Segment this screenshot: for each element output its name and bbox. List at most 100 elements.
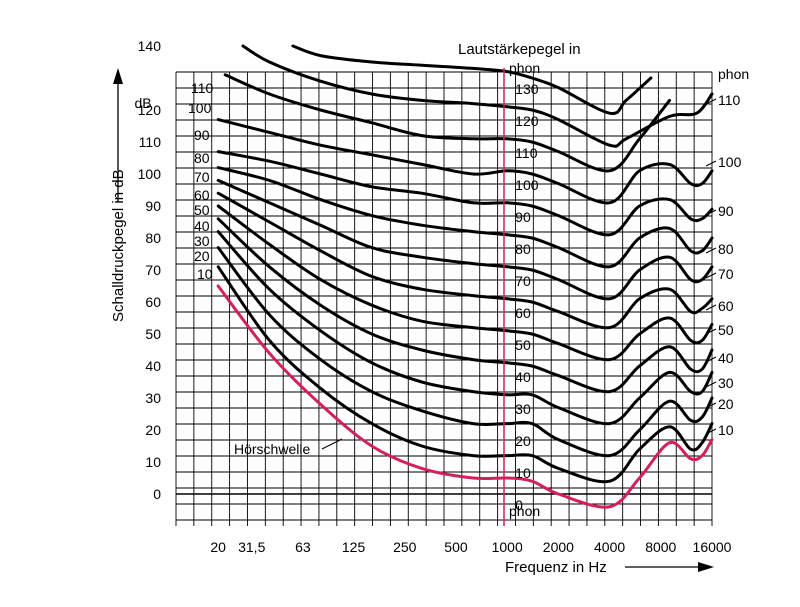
phon-label-left: 80 xyxy=(194,150,210,166)
loudness-curve-30-phon xyxy=(216,230,714,426)
y-tick-label: 80 xyxy=(145,230,161,246)
phon-label-left: 110 xyxy=(191,80,214,96)
y-tick-label: 70 xyxy=(145,262,161,278)
chart-grid xyxy=(175,71,713,526)
phon-label-left: 50 xyxy=(194,202,210,218)
phon-label-center: 50 xyxy=(515,337,531,353)
phon-label-leader xyxy=(705,381,717,388)
phon-label-right: 20 xyxy=(718,396,734,412)
phon-label-right: 50 xyxy=(718,322,734,338)
y-tick-label: 40 xyxy=(145,358,161,374)
phon-label-right: 90 xyxy=(718,203,734,219)
x-tick-label: 4000 xyxy=(594,539,625,555)
phon-label-right: 80 xyxy=(718,241,734,257)
phon-label-left: 30 xyxy=(194,233,210,249)
phon-label-leader xyxy=(705,160,717,167)
y-tick-label: 120 xyxy=(138,102,162,118)
phon-label-leader xyxy=(705,98,717,105)
x-tick-label: 31,5 xyxy=(238,539,265,555)
chart-series-group xyxy=(216,44,714,509)
x-tick-label: 63 xyxy=(295,539,311,555)
phon-label-center: 90 xyxy=(515,209,531,225)
phon-label-right: 60 xyxy=(718,298,734,314)
center-phon-unit-bottom: phon xyxy=(509,503,540,519)
phon-label-center: 70 xyxy=(515,273,531,289)
y-tick-label: 0 xyxy=(153,486,161,502)
y-tick-label: 10 xyxy=(145,454,161,470)
phon-label-left: 100 xyxy=(188,100,212,116)
phon-label-leader xyxy=(705,328,717,335)
y-unit-label: dB xyxy=(134,95,151,111)
phon-label-center: 20 xyxy=(515,433,531,449)
phon-label-leader xyxy=(705,356,717,363)
phon-label-leader xyxy=(705,209,717,216)
phon-label-leader xyxy=(705,304,717,311)
phon-labels: 1101009080706050403020101301201101009080… xyxy=(188,80,742,513)
x-tick-label: 8000 xyxy=(645,539,676,555)
x-tick-label: 20 xyxy=(210,539,226,555)
y-tick-label: 140 xyxy=(138,38,162,54)
phon-label-center: 0 xyxy=(515,497,523,513)
phon-label-center: 80 xyxy=(515,241,531,257)
x-tick-label: 1000 xyxy=(492,539,523,555)
phon-label-center: 60 xyxy=(515,305,531,321)
phon-label-left: 70 xyxy=(194,169,210,185)
x-tick-label: 250 xyxy=(393,539,417,555)
y-tick-label: 50 xyxy=(145,326,161,342)
y-tick-label: 60 xyxy=(145,294,161,310)
phon-label-left: 60 xyxy=(194,187,210,203)
y-tick-label: 110 xyxy=(139,134,162,150)
phon-label-left: 10 xyxy=(197,266,213,282)
phon-label-center: 30 xyxy=(515,401,531,417)
phon-label-center: 130 xyxy=(515,81,539,97)
phon-label-leader xyxy=(705,247,717,254)
y-tick-label: 90 xyxy=(145,198,161,214)
x-tick-label: 125 xyxy=(342,539,366,555)
x-tick-label: 16000 xyxy=(693,539,732,555)
phon-label-left: 20 xyxy=(194,248,210,264)
phon-label-right: 100 xyxy=(718,154,742,170)
threshold-label-leader xyxy=(321,438,343,450)
phon-label-center: 10 xyxy=(515,465,531,481)
center-phon-unit-top: phon xyxy=(509,60,540,76)
loudness-curve-100-phon xyxy=(216,118,714,205)
phon-label-right: 10 xyxy=(718,422,734,438)
phon-label-center: 120 xyxy=(515,113,539,129)
loudness-curve-40-phon xyxy=(216,217,714,394)
phon-label-center: 100 xyxy=(515,177,539,193)
loudness-curve-50-phon xyxy=(216,204,714,362)
right-phon-unit: phon xyxy=(718,66,749,82)
loudness-curve-70-phon xyxy=(216,178,714,301)
center-title: Lautstärkepegel in xyxy=(458,41,581,58)
phon-label-center: 40 xyxy=(515,369,531,385)
phon-label-left: 40 xyxy=(194,218,210,234)
phon-label-right: 30 xyxy=(718,375,734,391)
loudness-curve-20-phon xyxy=(216,246,714,458)
y-tick-label: 20 xyxy=(145,422,161,438)
phon-label-left: 90 xyxy=(194,127,210,143)
x-axis-title: Frequenz in Hz xyxy=(505,559,607,576)
loudness-curve-90-phon xyxy=(216,150,714,237)
y-tick-label: 30 xyxy=(145,390,161,406)
phon-label-leader xyxy=(705,428,717,435)
phon-label-right: 110 xyxy=(718,92,741,108)
x-axis-arrow-icon xyxy=(698,562,714,572)
x-tick-label: 500 xyxy=(444,539,468,555)
phon-label-leader xyxy=(705,402,717,409)
y-tick-label: 100 xyxy=(138,166,162,182)
phon-label-leader xyxy=(705,272,717,279)
loudness-curve-120-phon xyxy=(241,44,714,148)
phon-label-right: 40 xyxy=(718,350,734,366)
loudness-curve-130-phon xyxy=(291,44,653,115)
y-axis-title: Schalldruckpegel in dB xyxy=(110,169,127,322)
threshold-label: Hörschwelle xyxy=(234,441,310,457)
loudness-curve-80-phon xyxy=(216,166,714,269)
x-tick-label: 2000 xyxy=(543,539,574,555)
loudness-curve-110-phon xyxy=(223,73,671,173)
loudness-curve-10-phon xyxy=(216,265,714,484)
phon-label-right: 70 xyxy=(718,266,734,282)
y-axis-arrow-icon xyxy=(113,68,123,84)
threshold-curve xyxy=(216,284,714,509)
